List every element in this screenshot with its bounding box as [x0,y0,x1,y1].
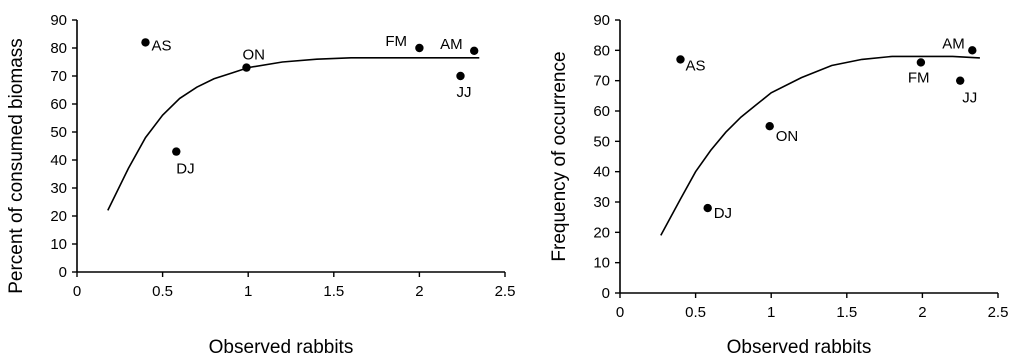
x-tick-label: 1 [767,304,775,321]
point-label-am: AM [440,36,463,53]
y-tick-label: 40 [50,152,67,169]
y-tick-label: 50 [50,124,67,141]
x-tick-label: 2 [918,304,926,321]
data-point-am [469,46,479,55]
y-tick-label: 50 [593,133,610,150]
y-axis-title: Percent of consumed biomass [6,38,27,294]
point-label-jj: JJ [962,90,977,107]
x-tick-label: 0 [73,283,81,300]
data-point-dj [172,147,181,156]
data-point-as [676,55,685,64]
y-tick-label: 20 [593,224,610,241]
point-label-dj: DJ [714,205,732,222]
x-tick-label: 1 [244,283,252,300]
y-tick-label: 30 [50,180,67,197]
y-tick-label: 80 [593,42,610,59]
data-point-on [765,121,774,131]
x-tick-label: 2 [415,283,423,300]
point-label-dj: DJ [176,161,194,178]
data-point-jj [956,76,965,85]
x-tick-label: 1.5 [323,283,344,300]
y-tick-label: 0 [602,285,610,302]
x-tick-label: 0.5 [685,304,706,321]
y-tick-label: 60 [593,103,610,120]
chart-panel-2: 0 10 20 30 40 50 60 70 80 90 0 0.5 1 1.5 2 2.5 Observed … [549,12,1008,357]
data-point-jj [456,71,465,81]
x-axis-title: Observed rabbits [727,337,872,357]
point-label-on: ON [242,47,265,64]
data-point-dj [703,203,712,213]
fit-curve [660,55,980,236]
point-label-am: AM [942,35,965,52]
point-label-jj: JJ [456,84,471,101]
point-label-fm: FM [908,69,930,86]
y-tick-label: 70 [593,73,610,90]
point-label-as: AS [685,57,705,74]
chart-panel-1: 0 10 20 30 40 50 60 70 80 90 0 0.5 1 1.5 2 2.5 Observed … [6,12,515,357]
y-tick-label: 10 [50,236,67,253]
y-tick-label: 90 [593,12,610,29]
point-label-on: ON [776,128,799,145]
x-tick-label: 2.5 [988,304,1009,321]
point-label-fm: FM [385,33,407,50]
data-point-fm [916,58,926,67]
y-tick-label: 0 [59,264,67,281]
x-tick-label: 0.5 [152,283,173,300]
x-tick-label: 1.5 [836,304,857,321]
data-point-as [141,38,150,47]
y-tick-label: 30 [593,194,610,211]
data-point-fm [415,43,424,53]
y-tick-label: 10 [593,255,610,272]
y-tick-label: 60 [50,96,67,113]
point-label-as: AS [151,37,171,54]
x-axis-title: Observed rabbits [209,337,354,357]
y-tick-label: 20 [50,208,67,225]
data-point-am [968,46,977,55]
y-tick-label: 80 [50,40,67,57]
y-tick-label: 90 [50,12,67,29]
x-tick-label: 0 [616,304,624,321]
y-tick-label: 70 [50,68,67,85]
y-axis-title: Frequency of occurrence [549,51,570,261]
data-point-on [242,63,251,72]
fit-curve [107,57,480,211]
y-tick-label: 40 [593,164,610,181]
x-tick-label: 2.5 [495,283,516,300]
